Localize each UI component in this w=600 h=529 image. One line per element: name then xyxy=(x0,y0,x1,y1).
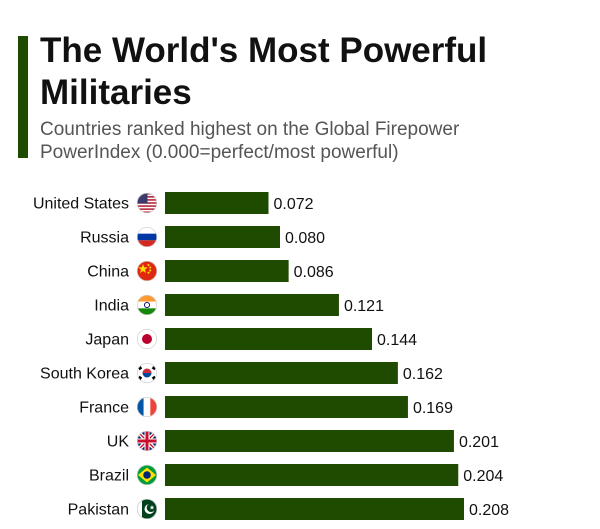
bar xyxy=(165,430,454,452)
category-label: Russia xyxy=(80,230,129,247)
bar xyxy=(165,192,269,214)
value-label: 0.072 xyxy=(274,196,314,213)
russia-flag-icon xyxy=(137,227,157,247)
bar xyxy=(165,328,372,350)
value-label: 0.208 xyxy=(469,502,509,519)
category-label: India xyxy=(94,298,129,315)
bar xyxy=(165,294,339,316)
chart-subtitle: Countries ranked highest on the Global F… xyxy=(40,119,460,163)
value-label: 0.086 xyxy=(294,264,334,281)
category-label: United States xyxy=(33,196,129,213)
uk-flag-icon xyxy=(137,431,157,451)
bar xyxy=(165,498,464,520)
bar xyxy=(165,260,289,282)
brazil-flag-icon xyxy=(137,465,157,485)
bar xyxy=(165,362,398,384)
category-label: Brazil xyxy=(89,468,129,485)
value-label: 0.162 xyxy=(403,366,443,383)
bar xyxy=(165,464,459,486)
bar xyxy=(165,226,280,248)
bar-chart: United States 0.072 Russia 0.080 China 0.086 I… xyxy=(33,192,509,520)
japan-flag-icon xyxy=(137,329,157,349)
category-label: Japan xyxy=(85,332,129,349)
value-label: 0.204 xyxy=(463,468,503,485)
value-label: 0.080 xyxy=(285,230,325,247)
title-accent-bar xyxy=(18,36,28,158)
value-label: 0.169 xyxy=(413,400,453,417)
category-label: China xyxy=(87,264,129,281)
us-flag-icon xyxy=(137,193,157,213)
south-korea-flag-icon xyxy=(137,363,157,383)
category-label: UK xyxy=(107,434,130,451)
value-label: 0.144 xyxy=(377,332,417,349)
category-label: South Korea xyxy=(40,366,129,383)
pakistan-flag-icon xyxy=(137,499,157,519)
france-flag-icon xyxy=(137,397,157,417)
category-label: France xyxy=(79,400,129,417)
value-label: 0.201 xyxy=(459,434,499,451)
category-label: Pakistan xyxy=(68,502,129,519)
bar xyxy=(165,396,408,418)
india-flag-icon xyxy=(137,295,157,315)
chart-title: The World's Most Powerful Militaries xyxy=(40,31,488,112)
china-flag-icon xyxy=(137,261,157,281)
value-label: 0.121 xyxy=(344,298,384,315)
